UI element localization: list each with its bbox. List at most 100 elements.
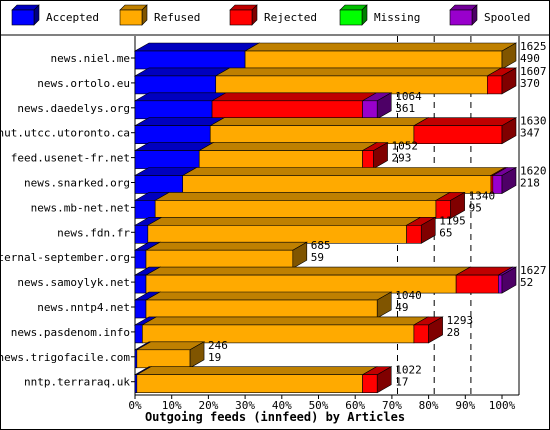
bar-top-refused	[135, 366, 378, 376]
bar-rejected-news-pasdenom-info	[413, 324, 429, 344]
x-tick-label: 100%	[489, 399, 516, 412]
bar-top-accepted	[133, 42, 261, 52]
bar-accepted-news-pasdenom-info	[134, 324, 143, 344]
bar-rejected-news-fdn-fr	[406, 225, 422, 244]
bar-refused-news-mb-net-net	[154, 200, 437, 219]
bar-refused-news-pasdenom-info	[142, 324, 415, 344]
bar-accepted-news-mb-net-net	[134, 200, 156, 219]
bar-refused-nut-utcc-utoronto-ca	[209, 125, 415, 144]
bar-end-face	[501, 166, 517, 195]
bar-end-face	[450, 191, 465, 219]
bar-refused-news-nntp4-net	[145, 299, 378, 319]
x-tick-label: 90%	[455, 399, 475, 412]
value-total-label: 1293	[447, 314, 474, 327]
bar-top-accepted	[133, 67, 231, 77]
row-label-news-pasdenom-info: news.pasdenom.info	[11, 326, 130, 339]
value-count-label: 49	[395, 301, 408, 314]
bar-top-refused	[198, 142, 378, 151]
row-label-news-daedelys-org: news.daedelys.org	[17, 102, 130, 115]
bar-top-refused	[154, 192, 452, 201]
x-tick-label: 60%	[345, 399, 365, 412]
bar-spooled-news-daedelys-org	[362, 100, 378, 120]
bar-refused-eternal-september-org	[145, 249, 294, 269]
row-label-nntp-terraraq-uk: nntp.terraraq.uk	[24, 376, 130, 389]
value-total-label: 1607	[520, 65, 547, 78]
bar-end-face	[501, 117, 517, 145]
row-label-eternal-september-org: eternal-september.org	[0, 251, 130, 264]
x-tick-label: 50%	[309, 399, 329, 412]
bar-top-rejected	[210, 92, 378, 102]
row-label-news-mb-net-net: news.mb-net.net	[31, 201, 130, 214]
legend-label-accepted: Accepted	[46, 11, 99, 24]
value-count-label: 218	[520, 177, 540, 190]
bar-spooled-news-samoylyk-net	[498, 274, 503, 294]
bar-accepted-news-nntp4-net	[134, 299, 147, 319]
bar-accepted-news-ortolo-eu	[134, 75, 217, 95]
value-total-label: 1052	[392, 140, 419, 153]
x-tick-label: 70%	[382, 399, 402, 412]
value-count-label: 95	[469, 201, 482, 214]
bar-refused-news-snarked-org	[182, 175, 492, 194]
x-tick-label: 80%	[419, 399, 439, 412]
bar-end-face	[376, 92, 392, 120]
value-count-label: 59	[311, 251, 324, 264]
x-tick-label: 30%	[235, 399, 255, 412]
value-count-label: 17	[395, 376, 408, 389]
row-label-news-snarked-org: news.snarked.org	[24, 177, 130, 190]
bar-end-face	[428, 316, 443, 344]
legend-label-rejected: Rejected	[264, 11, 317, 24]
legend-label-refused: Refused	[154, 11, 200, 24]
bar-top-refused	[141, 316, 430, 326]
bar-refused-news-trigofacile-com	[136, 349, 191, 369]
value-count-label: 361	[395, 102, 415, 115]
bar-rejected-news-daedelys-org	[211, 100, 363, 120]
bar-accepted-nut-utcc-utoronto-ca	[134, 125, 211, 144]
bar-top-refused	[209, 117, 430, 126]
row-label-nut-utcc-utoronto-ca: nut.utcc.utoronto.ca	[0, 127, 130, 140]
value-count-label: 52	[520, 276, 533, 289]
bar-refused-nntp-terraraq-uk	[136, 374, 363, 394]
value-count-label: 19	[208, 351, 221, 364]
value-total-label: 1064	[395, 90, 422, 103]
bar-end-face	[189, 341, 205, 369]
bar-accepted-feed-usenet-fr-net	[134, 150, 200, 169]
bar-top-refused	[146, 217, 422, 226]
value-total-label: 1625	[520, 40, 547, 53]
x-tick-label: 20%	[198, 399, 218, 412]
row-label-news-samoylyk-net: news.samoylyk.net	[17, 276, 130, 289]
row-label-news-trigofacile-com: news.trigofacile.com	[0, 351, 130, 364]
value-total-label: 685	[311, 239, 331, 252]
legend-swatch-missing	[339, 9, 363, 26]
bar-rejected-feed-usenet-fr-net	[362, 150, 374, 169]
legend-swatch-accepted	[11, 9, 35, 26]
bar-top-refused	[181, 167, 507, 176]
value-count-label: 347	[520, 127, 540, 140]
bar-end-face	[501, 42, 517, 70]
value-total-label: 1630	[520, 115, 547, 128]
value-count-label: 293	[392, 152, 412, 165]
bar-accepted-eternal-september-org	[134, 249, 147, 269]
legend-swatch-refused	[119, 9, 143, 26]
bar-refused-news-fdn-fr	[147, 225, 407, 244]
legend-swatch-rejected	[229, 9, 253, 26]
value-count-label: 28	[447, 326, 460, 339]
value-total-label: 246	[208, 339, 228, 352]
x-tick-label: 40%	[272, 399, 292, 412]
bar-refused-feed-usenet-fr-net	[198, 150, 363, 169]
bar-top-refused	[243, 42, 518, 52]
bar-rejected-news-ortolo-eu	[487, 75, 503, 95]
value-total-label: 1627	[520, 264, 547, 277]
x-tick-label: 10%	[162, 399, 182, 412]
bar-accepted-news-snarked-org	[134, 175, 184, 194]
bar-top-accepted	[133, 117, 226, 126]
value-count-label: 490	[520, 52, 540, 65]
bar-end-face	[501, 266, 517, 294]
bar-rejected-nntp-terraraq-uk	[362, 374, 378, 394]
value-total-label: 1040	[395, 289, 422, 302]
bar-accepted-news-daedelys-org	[134, 100, 213, 120]
value-total-label: 1620	[520, 165, 547, 178]
bar-top-refused	[144, 266, 472, 276]
legend-swatch-spooled	[449, 9, 473, 26]
bar-accepted-news-samoylyk-net	[134, 274, 147, 294]
bar-rejected-nut-utcc-utoronto-ca	[413, 125, 503, 144]
